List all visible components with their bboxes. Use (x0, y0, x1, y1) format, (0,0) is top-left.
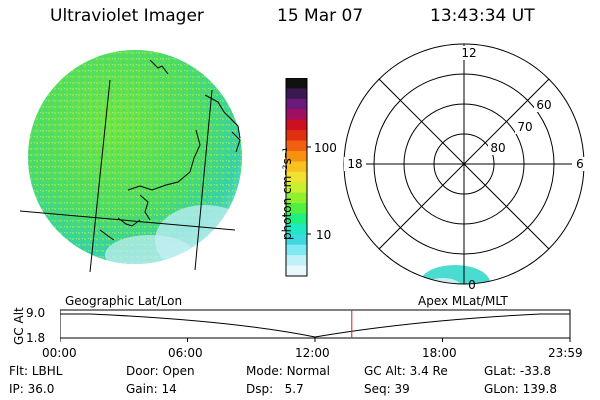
flt-value: LBHL (31, 364, 63, 378)
colorbar-cells (286, 78, 307, 277)
colorbar (285, 78, 311, 277)
colorbar-cell (286, 265, 307, 277)
colorbar-cell (286, 182, 307, 194)
coastline-outlines (99, 59, 241, 241)
colorbar-cell (286, 234, 307, 246)
status-flt: Flt: LBHL (9, 364, 63, 378)
status-ip: IP: 36.0 (9, 382, 55, 396)
status-seq: Seq: 39 (364, 382, 410, 396)
ip-value: 36.0 (27, 382, 55, 396)
colorbar-cell (286, 171, 307, 183)
gc-ytick-top: 9.0 (26, 306, 46, 320)
colorbar-cell (286, 98, 307, 110)
geographic-grid-lines (19, 79, 236, 273)
mlat-label-80: 80 (490, 141, 505, 155)
colorbar-cell (286, 192, 307, 204)
gc-ytick-bottom: 1.8 (26, 331, 46, 345)
colorbar-tick-10: 10 (316, 228, 332, 242)
colorbar-cell (286, 255, 307, 267)
glat-value: -33.8 (519, 364, 551, 378)
mlt-label-12: 12 (461, 46, 476, 60)
gain-value: 14 (161, 382, 177, 396)
status-glat: GLat: -33.8 (484, 364, 551, 378)
colorbar-cell (286, 161, 307, 173)
gc-xtick-1800: 18:00 (422, 346, 457, 360)
colorbar-cell (286, 130, 307, 142)
geographic-caption: Geographic Lat/Lon (65, 294, 183, 308)
colorbar-cell (286, 88, 307, 100)
status-gc-alt: GC Alt: 3.4 Re (364, 364, 448, 378)
colorbar-unit-label: photon cm⁻²s⁻¹ (280, 147, 294, 240)
colorbar-cell (286, 244, 307, 256)
status-glon: GLon: 139.8 (484, 382, 557, 396)
gc-xtick-1200: 12:00 (295, 346, 330, 360)
mlat-label-70: 70 (517, 120, 532, 134)
polar-plot: 12 18 6 0 60 70 80 (343, 43, 586, 290)
colorbar-cell (286, 213, 307, 225)
status-gain: Gain: 14 (126, 382, 177, 396)
status-door: Door: Open (126, 364, 195, 378)
gc-xtick-0600: 06:00 (168, 346, 203, 360)
status-mode: Mode: Normal (246, 364, 330, 378)
mlat-label-60: 60 (536, 98, 551, 112)
colorbar-cell (286, 203, 307, 214)
mlt-label-6: 6 (576, 157, 584, 171)
status-dsp: Dsp: 5.7 (246, 382, 304, 396)
gc-alt-value: 3.4 Re (409, 364, 448, 378)
apex-caption: Apex MLat/MLT (418, 294, 508, 308)
seq-value: 39 (394, 382, 410, 396)
colorbar-tick-100: 100 (314, 141, 337, 155)
image-date: 15 Mar 07 (277, 6, 364, 26)
gc-alt-curve (60, 313, 570, 338)
gc-xtick-0000: 00:00 (42, 346, 77, 360)
colorbar-cell (286, 150, 307, 162)
glon-value: 139.8 (522, 382, 557, 396)
door-value: Open (162, 364, 195, 378)
colorbar-cell (286, 109, 307, 121)
gc-alt-plot (60, 309, 571, 342)
colorbar-cell (286, 78, 307, 89)
polar-grid (343, 43, 585, 285)
mlt-label-0: 0 (468, 278, 476, 290)
mlt-label-18: 18 (347, 157, 362, 171)
mode-value: Normal (286, 364, 330, 378)
colorbar-cell (286, 119, 307, 131)
colorbar-cell (286, 140, 307, 152)
dsp-value: 5.7 (284, 382, 304, 396)
geographic-image-panel (19, 50, 242, 273)
polar-auroral-data (420, 265, 490, 284)
instrument-title: Ultraviolet Imager (50, 6, 204, 26)
colorbar-cell (286, 223, 307, 235)
gc-alt-axis-label: GC Alt (12, 307, 26, 345)
earth-disc (28, 50, 242, 264)
image-time: 13:43:34 UT (430, 6, 535, 26)
gc-xtick-2359: 23:59 (548, 346, 583, 360)
